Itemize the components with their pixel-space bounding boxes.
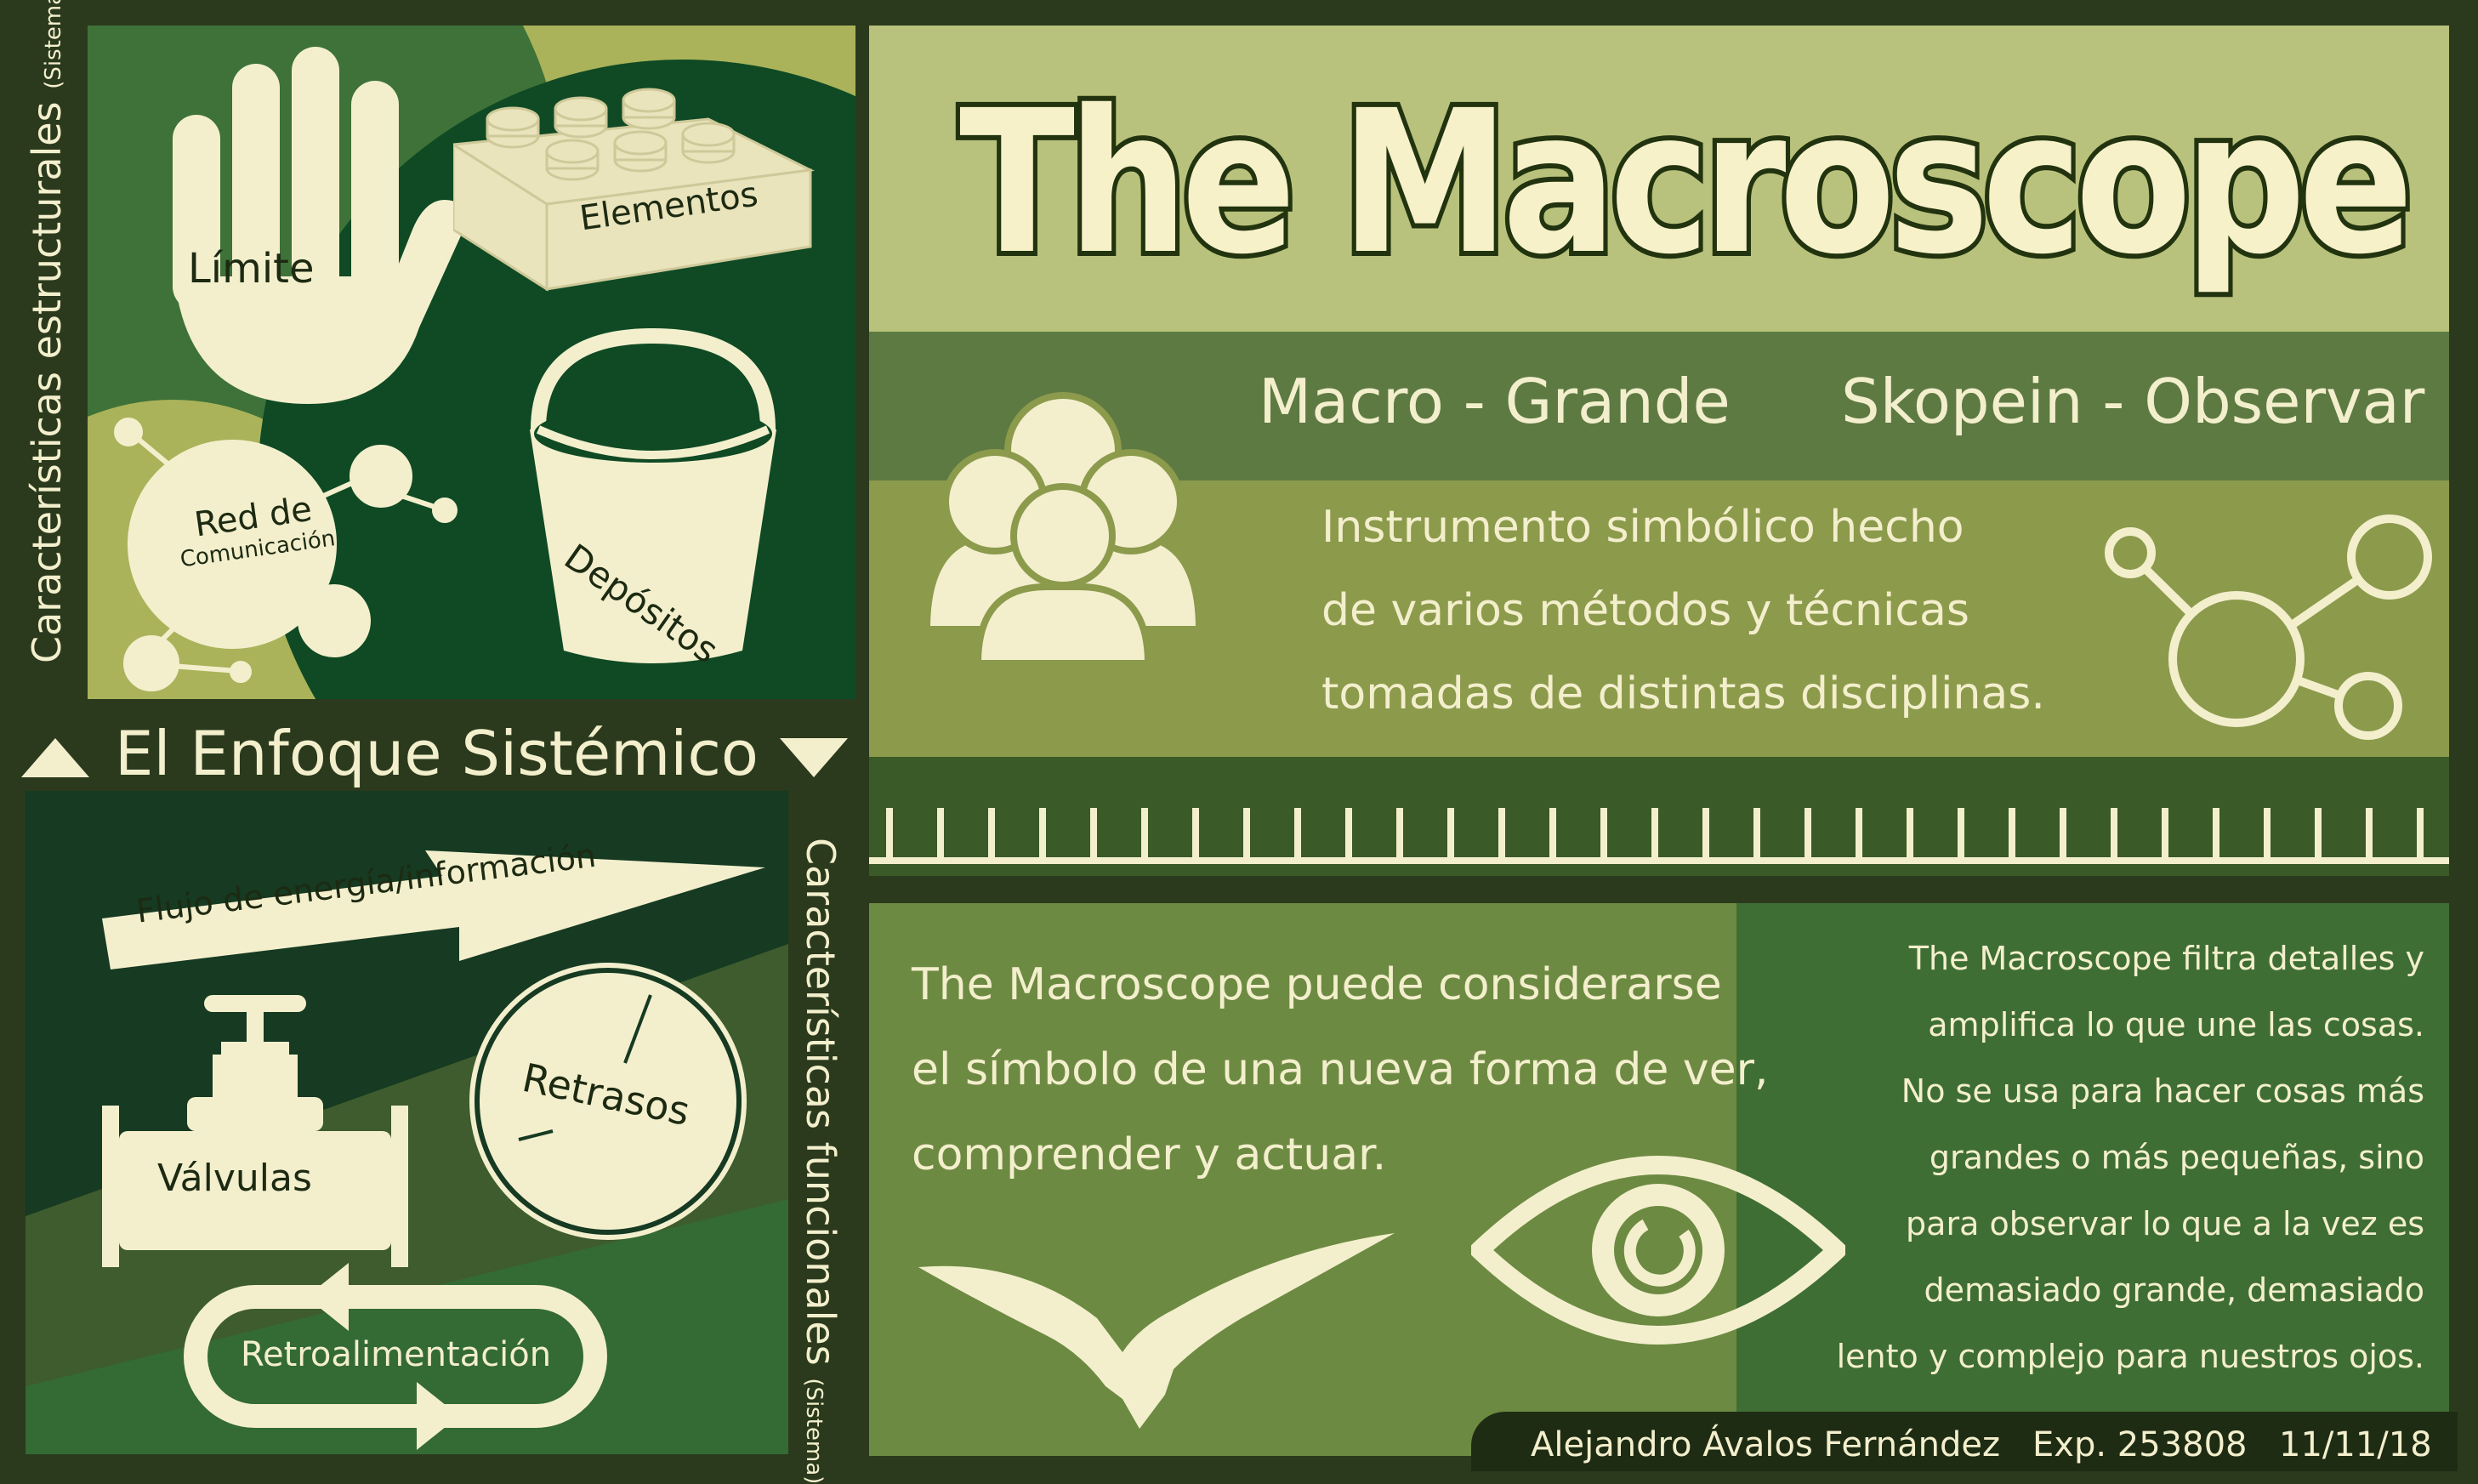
- section-title: El Enfoque Sistémico: [21, 713, 855, 789]
- filter-line-1: The Macroscope filtra detalles y: [1908, 940, 2424, 977]
- bucket-icon: [530, 327, 776, 663]
- ruler-icon: [869, 808, 2449, 864]
- desc-line-2: de varios métodos y técnicas: [1321, 585, 1969, 636]
- footer-author: Alejandro Ávalos Fernández: [1531, 1425, 2000, 1464]
- retro-label: Retroalimentación: [241, 1335, 552, 1374]
- structural-panel: Límite Elementos: [88, 26, 855, 699]
- hand-icon: [173, 47, 464, 404]
- network-icon: [114, 418, 458, 691]
- etym-skopein: Skopein - Observar: [1841, 366, 2425, 437]
- footer-exp: Exp. 253808: [2032, 1425, 2248, 1464]
- eye-icon: [1471, 1156, 1845, 1345]
- filter-line-6: demasiado grande, demasiado: [1924, 1271, 2424, 1309]
- symbol-line-2: el símbolo de una nueva forma de ver,: [912, 1044, 1769, 1095]
- filter-line-2: amplifica lo que une las cosas.: [1928, 1006, 2424, 1043]
- eagle-icon: [918, 1233, 1395, 1429]
- desc-line-3: tomadas de distintas disciplinas.: [1321, 668, 2045, 719]
- functional-label: Características funcionales (Sistema): [798, 838, 844, 1484]
- title-band: [869, 26, 2449, 332]
- section-title-text: El Enfoque Sistémico: [115, 718, 759, 789]
- feedback-loop-icon: [184, 1263, 607, 1450]
- molecule-icon: [2105, 515, 2432, 740]
- ruler-band: [869, 757, 2449, 876]
- etym-macro: Macro - Grande: [1259, 366, 1731, 437]
- filter-line-5: para observar lo que a la vez es: [1906, 1205, 2424, 1242]
- desc-line-1: Instrumento simbólico hecho: [1321, 502, 1964, 553]
- triangle-down-icon: [780, 738, 848, 777]
- triangle-up-icon: [21, 738, 89, 777]
- limite-label: Límite: [188, 245, 315, 293]
- people-icon: [927, 392, 1199, 663]
- vision-right-band: [1736, 903, 2449, 1456]
- main-title: The Macroscope: [955, 63, 2418, 303]
- filter-line-7: lento y complejo para nuestros ojos.: [1836, 1338, 2424, 1375]
- footer-date: 11/11/18: [2279, 1425, 2432, 1464]
- structural-label: Características estructurales (Sistema): [24, 0, 70, 663]
- footer: Alejandro Ávalos Fernández Exp. 253808 1…: [1471, 1412, 2458, 1471]
- vision-panel: [869, 903, 2449, 1456]
- delay-clock-icon: [469, 963, 747, 1240]
- valve-icon: [102, 995, 408, 1267]
- symbol-line-3: comprender y actuar.: [912, 1129, 1387, 1180]
- brick-icon: [453, 88, 816, 292]
- functional-panel: Flujo de energía/información Válvulas Re…: [26, 791, 788, 1454]
- flow-arrow-icon: [102, 850, 765, 969]
- symbol-line-1: The Macroscope puede considerarse: [912, 959, 1722, 1010]
- filter-line-3: No se usa para hacer cosas más: [1901, 1072, 2424, 1110]
- valvulas-label: Válvulas: [157, 1157, 312, 1200]
- filter-line-4: grandes o más pequeñas, sino: [1929, 1139, 2424, 1176]
